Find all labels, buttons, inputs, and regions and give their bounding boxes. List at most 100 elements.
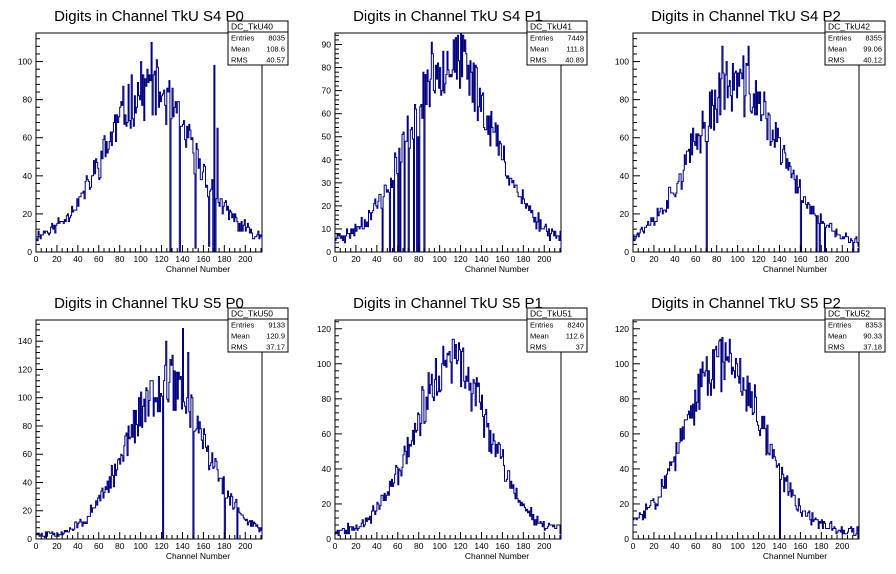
stats-label: RMS xyxy=(530,56,547,65)
stats-box: DC_TkU50 Entries 9133 Mean 120.9 RMS 37.17 xyxy=(227,307,289,353)
x-tick-label: 100 xyxy=(433,254,447,264)
x-tick-label: 20 xyxy=(351,254,361,264)
stats-value: 112.6 xyxy=(566,332,584,341)
stats-name: DC_TkU40 xyxy=(231,22,273,32)
x-tick-label: 140 xyxy=(772,541,786,551)
stats-box: DC_TkU41 Entries 7449 Mean 111.8 RMS 40.89 xyxy=(526,20,588,66)
x-tick-label: 100 xyxy=(731,541,745,551)
y-tick-label: 100 xyxy=(18,393,32,403)
y-tick-label: 100 xyxy=(317,359,331,369)
y-tick-label: 30 xyxy=(322,178,332,188)
y-tick-label: 40 xyxy=(23,171,33,181)
histogram-line xyxy=(35,328,263,540)
x-tick-label: 200 xyxy=(238,541,252,551)
histogram-line xyxy=(632,337,860,540)
stats-label: Entries xyxy=(530,321,554,330)
histogram-line xyxy=(632,45,860,253)
stats-label: Entries xyxy=(828,321,852,330)
x-tick-label: 40 xyxy=(670,254,680,264)
y-tick-label: 80 xyxy=(620,394,630,404)
y-tick-label: 40 xyxy=(23,477,33,487)
x-tick-label: 140 xyxy=(474,541,488,551)
x-tick-label: 140 xyxy=(474,254,488,264)
x-tick-label: 200 xyxy=(835,541,849,551)
x-axis-label: Channel Number xyxy=(763,264,827,274)
x-tick-label: 120 xyxy=(751,254,765,264)
stats-label: Entries xyxy=(231,321,255,330)
y-tick-label: 50 xyxy=(322,132,332,142)
histogram-line xyxy=(334,32,562,253)
histogram-panel-5: Digits in Channel TkU S5 P2 0 20 40 60 80 100 1… xyxy=(615,295,886,561)
x-tick-label: 160 xyxy=(793,541,807,551)
x-tick-label: 200 xyxy=(537,254,551,264)
x-tick-label: 80 xyxy=(115,254,125,264)
stats-value: 37.18 xyxy=(863,343,882,352)
stats-value: 99.06 xyxy=(863,45,882,54)
stats-box-frame xyxy=(526,307,588,353)
stats-label: Entries xyxy=(231,34,255,43)
stats-label: RMS xyxy=(231,56,248,65)
stats-value: 8355 xyxy=(865,34,882,43)
stats-label: Entries xyxy=(828,34,852,43)
x-tick-label: 60 xyxy=(393,254,403,264)
x-tick-label: 100 xyxy=(731,254,745,264)
histogram-panel-2: Digits in Channel TkU S4 P2 0 20 40 60 80 100 1… xyxy=(615,8,886,274)
x-tick-label: 60 xyxy=(94,254,104,264)
stats-box: DC_TkU42 Entries 8355 Mean 99.06 RMS 40.12 xyxy=(824,20,886,66)
stats-value: 120.9 xyxy=(266,332,285,341)
x-tick-label: 200 xyxy=(537,541,551,551)
x-tick-label: 20 xyxy=(649,254,659,264)
stats-label: Mean xyxy=(530,332,549,341)
x-tick-label: 120 xyxy=(453,541,467,551)
stats-box-frame xyxy=(526,20,588,66)
x-tick-label: 200 xyxy=(238,254,252,264)
x-tick-label: 60 xyxy=(94,541,104,551)
plot-title: Digits in Channel TkU S5 P0 xyxy=(54,295,244,312)
x-axis-label: Channel Number xyxy=(763,551,827,561)
plot-frame xyxy=(632,32,860,253)
x-tick-label: 60 xyxy=(691,254,701,264)
stats-label: RMS xyxy=(231,343,248,352)
x-tick-label: 0 xyxy=(631,541,636,551)
y-tick-label: 0 xyxy=(624,534,629,544)
x-tick-label: 60 xyxy=(393,541,403,551)
stats-label: Mean xyxy=(231,332,250,341)
y-tick-label: 40 xyxy=(620,464,630,474)
x-axis-label: Channel Number xyxy=(465,264,529,274)
y-tick-label: 20 xyxy=(322,499,332,509)
x-tick-label: 160 xyxy=(495,254,509,264)
stats-box-frame xyxy=(227,307,289,353)
x-tick-label: 0 xyxy=(34,541,39,551)
y-tick-label: 40 xyxy=(322,464,332,474)
y-tick-label: 20 xyxy=(620,499,630,509)
histogram-line xyxy=(35,42,263,253)
stats-box-frame xyxy=(824,307,886,353)
x-tick-label: 120 xyxy=(453,254,467,264)
x-tick-label: 80 xyxy=(414,541,424,551)
stats-value: 8035 xyxy=(268,34,285,43)
histogram-panel-3: Digits in Channel TkU S5 P0 0 20 40 60 80 100 1… xyxy=(18,295,289,561)
x-tick-label: 180 xyxy=(516,541,530,551)
stats-name: DC_TkU41 xyxy=(530,22,572,32)
y-tick-label: 60 xyxy=(23,133,33,143)
x-tick-label: 40 xyxy=(73,254,83,264)
stats-name: DC_TkU50 xyxy=(231,309,273,319)
x-tick-label: 120 xyxy=(154,254,168,264)
y-tick-label: 20 xyxy=(322,201,332,211)
x-tick-label: 120 xyxy=(154,541,168,551)
y-tick-label: 40 xyxy=(620,171,630,181)
y-tick-label: 80 xyxy=(23,95,33,105)
y-tick-label: 80 xyxy=(322,394,332,404)
x-tick-label: 120 xyxy=(751,541,765,551)
plot-frame xyxy=(35,32,263,253)
x-tick-label: 40 xyxy=(73,541,83,551)
x-tick-label: 180 xyxy=(814,541,828,551)
y-tick-label: 0 xyxy=(624,247,629,257)
stats-value: 111.8 xyxy=(566,45,584,54)
y-tick-label: 40 xyxy=(322,155,332,165)
x-tick-label: 20 xyxy=(351,541,361,551)
stats-value: 9133 xyxy=(268,321,285,330)
stats-name: DC_TkU52 xyxy=(828,309,870,319)
x-tick-label: 180 xyxy=(217,541,231,551)
